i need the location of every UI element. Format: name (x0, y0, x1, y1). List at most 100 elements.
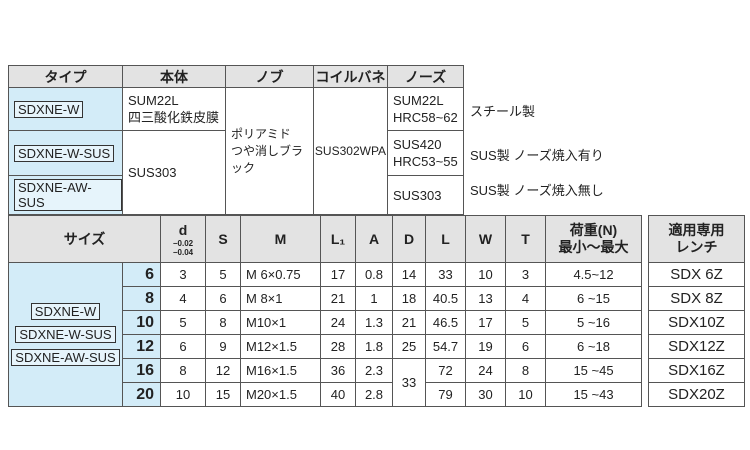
type-cell: SDXNE-AW-SUS (8, 175, 123, 215)
header-cell: ノブ (225, 65, 314, 88)
type-label: SDXNE-W (30, 303, 101, 320)
cell: 9 (205, 334, 241, 359)
header-cell: A (355, 215, 393, 263)
header-cell: タイプ (8, 65, 123, 88)
cell: 8 (205, 310, 241, 335)
header-cell: L₁ (320, 215, 356, 263)
header-text: 適用専用 (668, 222, 725, 238)
header-cell: S (205, 215, 241, 263)
cell: 40.5 (425, 286, 466, 311)
cell: 12 (205, 358, 241, 383)
body-cell: SUS303 (122, 130, 226, 215)
row: SDX 8Z (648, 286, 745, 311)
cell: 2.8 (355, 382, 393, 407)
header-cell: ノーズ (387, 65, 464, 88)
cell: 1 (355, 286, 393, 311)
header-cell: d −0.02 −0.04 (160, 215, 206, 263)
type-label: SDXNE-AW-SUS (14, 179, 122, 211)
cell: 6 ~18 (545, 334, 642, 359)
note: SUS製 ノーズ焼入無し (470, 182, 604, 198)
cell: 33 (392, 358, 426, 407)
cell: 10 (465, 262, 506, 287)
cell: 36 (320, 358, 356, 383)
cell: 1.8 (355, 334, 393, 359)
cell: 6 ~15 (545, 286, 642, 311)
cell: 4 (505, 286, 546, 311)
row: SDXNE-W-SUS SUS303 SUS420 HRC53~55 (8, 130, 464, 215)
cell: 79 (425, 382, 466, 407)
header-row: タイプ 本体 ノブ コイルバネ ノーズ (8, 65, 464, 88)
row: 16 8 12 M16×1.5 36 2.3 33 72 24 8 15 ~45 (9, 358, 642, 407)
cell: 28 (320, 334, 356, 359)
cell: 6 (205, 286, 241, 311)
cell: 5 (205, 262, 241, 287)
row: SDXNE-AW-SUS SUS303 (8, 175, 464, 215)
row: SDX10Z (648, 310, 745, 335)
size-cell: 20 (122, 382, 161, 407)
cell: 1.3 (355, 310, 393, 335)
spring-cell: SUS302WPA (313, 87, 388, 215)
size-table: サイズ d −0.02 −0.04 S M L₁ A D L W T 荷重(N) 最小～最大 SDXNE-W… (8, 215, 642, 407)
cell: 6 (160, 334, 206, 359)
header-cell: M (240, 215, 321, 263)
wrench-cell: SDX12Z (648, 334, 745, 359)
cell: 8 (160, 358, 206, 383)
cell: 5 (160, 310, 206, 335)
cell: 21 (392, 310, 426, 335)
cell: M 8×1 (240, 286, 321, 311)
header-cell: W (465, 215, 506, 263)
cell: 24 (320, 310, 356, 335)
knob-cell: ポリアミド つや消しブラック (225, 87, 314, 215)
tolerance: −0.02 (172, 238, 194, 248)
type-table: タイプ 本体 ノブ コイルバネ ノーズ SDXNE-W SUM22L 四三酸化鉄皮膜 ポリアミド… (8, 65, 464, 215)
knob-text: ポリアミド (231, 126, 291, 141)
cell: 4.5~12 (545, 262, 642, 287)
type-label: SDXNE-W (14, 100, 84, 118)
cell: 0.8 (355, 262, 393, 287)
header-text: 最小～最大 (558, 239, 629, 255)
wrench-cell: SDX20Z (648, 382, 745, 407)
cell: 54.7 (425, 334, 466, 359)
type-cell: SDXNE-W SDXNE-W-SUS SDXNE-AW-SUS (8, 262, 123, 407)
cell: 46.5 (425, 310, 466, 335)
header-text: 荷重(N) (569, 222, 618, 238)
cell: 72 (425, 358, 466, 383)
row: 10 5 8 M10×1 24 1.3 21 46.5 17 5 5 ~16 (9, 310, 642, 335)
body-text: SUS303 (128, 165, 177, 180)
note: スチール製 (470, 103, 536, 119)
cell: 5 ~16 (545, 310, 642, 335)
cell: 40 (320, 382, 356, 407)
row: SDXNE-W SUM22L 四三酸化鉄皮膜 ポリアミド つや消しブラック SUS302W… (8, 87, 464, 215)
cell: 15 (205, 382, 241, 407)
cell: 17 (320, 262, 356, 287)
body-cell: SUM22L 四三酸化鉄皮膜 (122, 87, 226, 131)
size-cell: 8 (122, 286, 161, 311)
type-label: SDXNE-W-SUS (14, 144, 115, 162)
cell: 4 (160, 286, 206, 311)
cell: 8 (505, 358, 546, 383)
cell: 2.3 (355, 358, 393, 383)
header-cell: コイルバネ (313, 65, 388, 88)
cell: 30 (465, 382, 506, 407)
cell: 15 ~45 (545, 358, 642, 383)
row: SDX16Z (648, 358, 745, 383)
header-cell: D (392, 215, 426, 263)
cell: 13 (465, 286, 506, 311)
cell: 14 (392, 262, 426, 287)
wrench-cell: SDX10Z (648, 310, 745, 335)
size-cell: 10 (122, 310, 161, 335)
header-cell: L (425, 215, 466, 263)
wrench-cell: SDX16Z (648, 358, 745, 383)
cell: 21 (320, 286, 356, 311)
nose-text: SUM22L (393, 93, 444, 108)
cell: 33 (425, 262, 466, 287)
nose-text: HRC58~62 (393, 110, 458, 125)
cell: 19 (465, 334, 506, 359)
cell: 3 (505, 262, 546, 287)
wrench-cell: SDX 8Z (648, 286, 745, 311)
type-cell: SDXNE-W (8, 87, 123, 131)
cell: 15 ~43 (545, 382, 642, 407)
tolerance: −0.04 (172, 247, 194, 257)
nose-cell: SUS420 HRC53~55 (387, 130, 464, 176)
